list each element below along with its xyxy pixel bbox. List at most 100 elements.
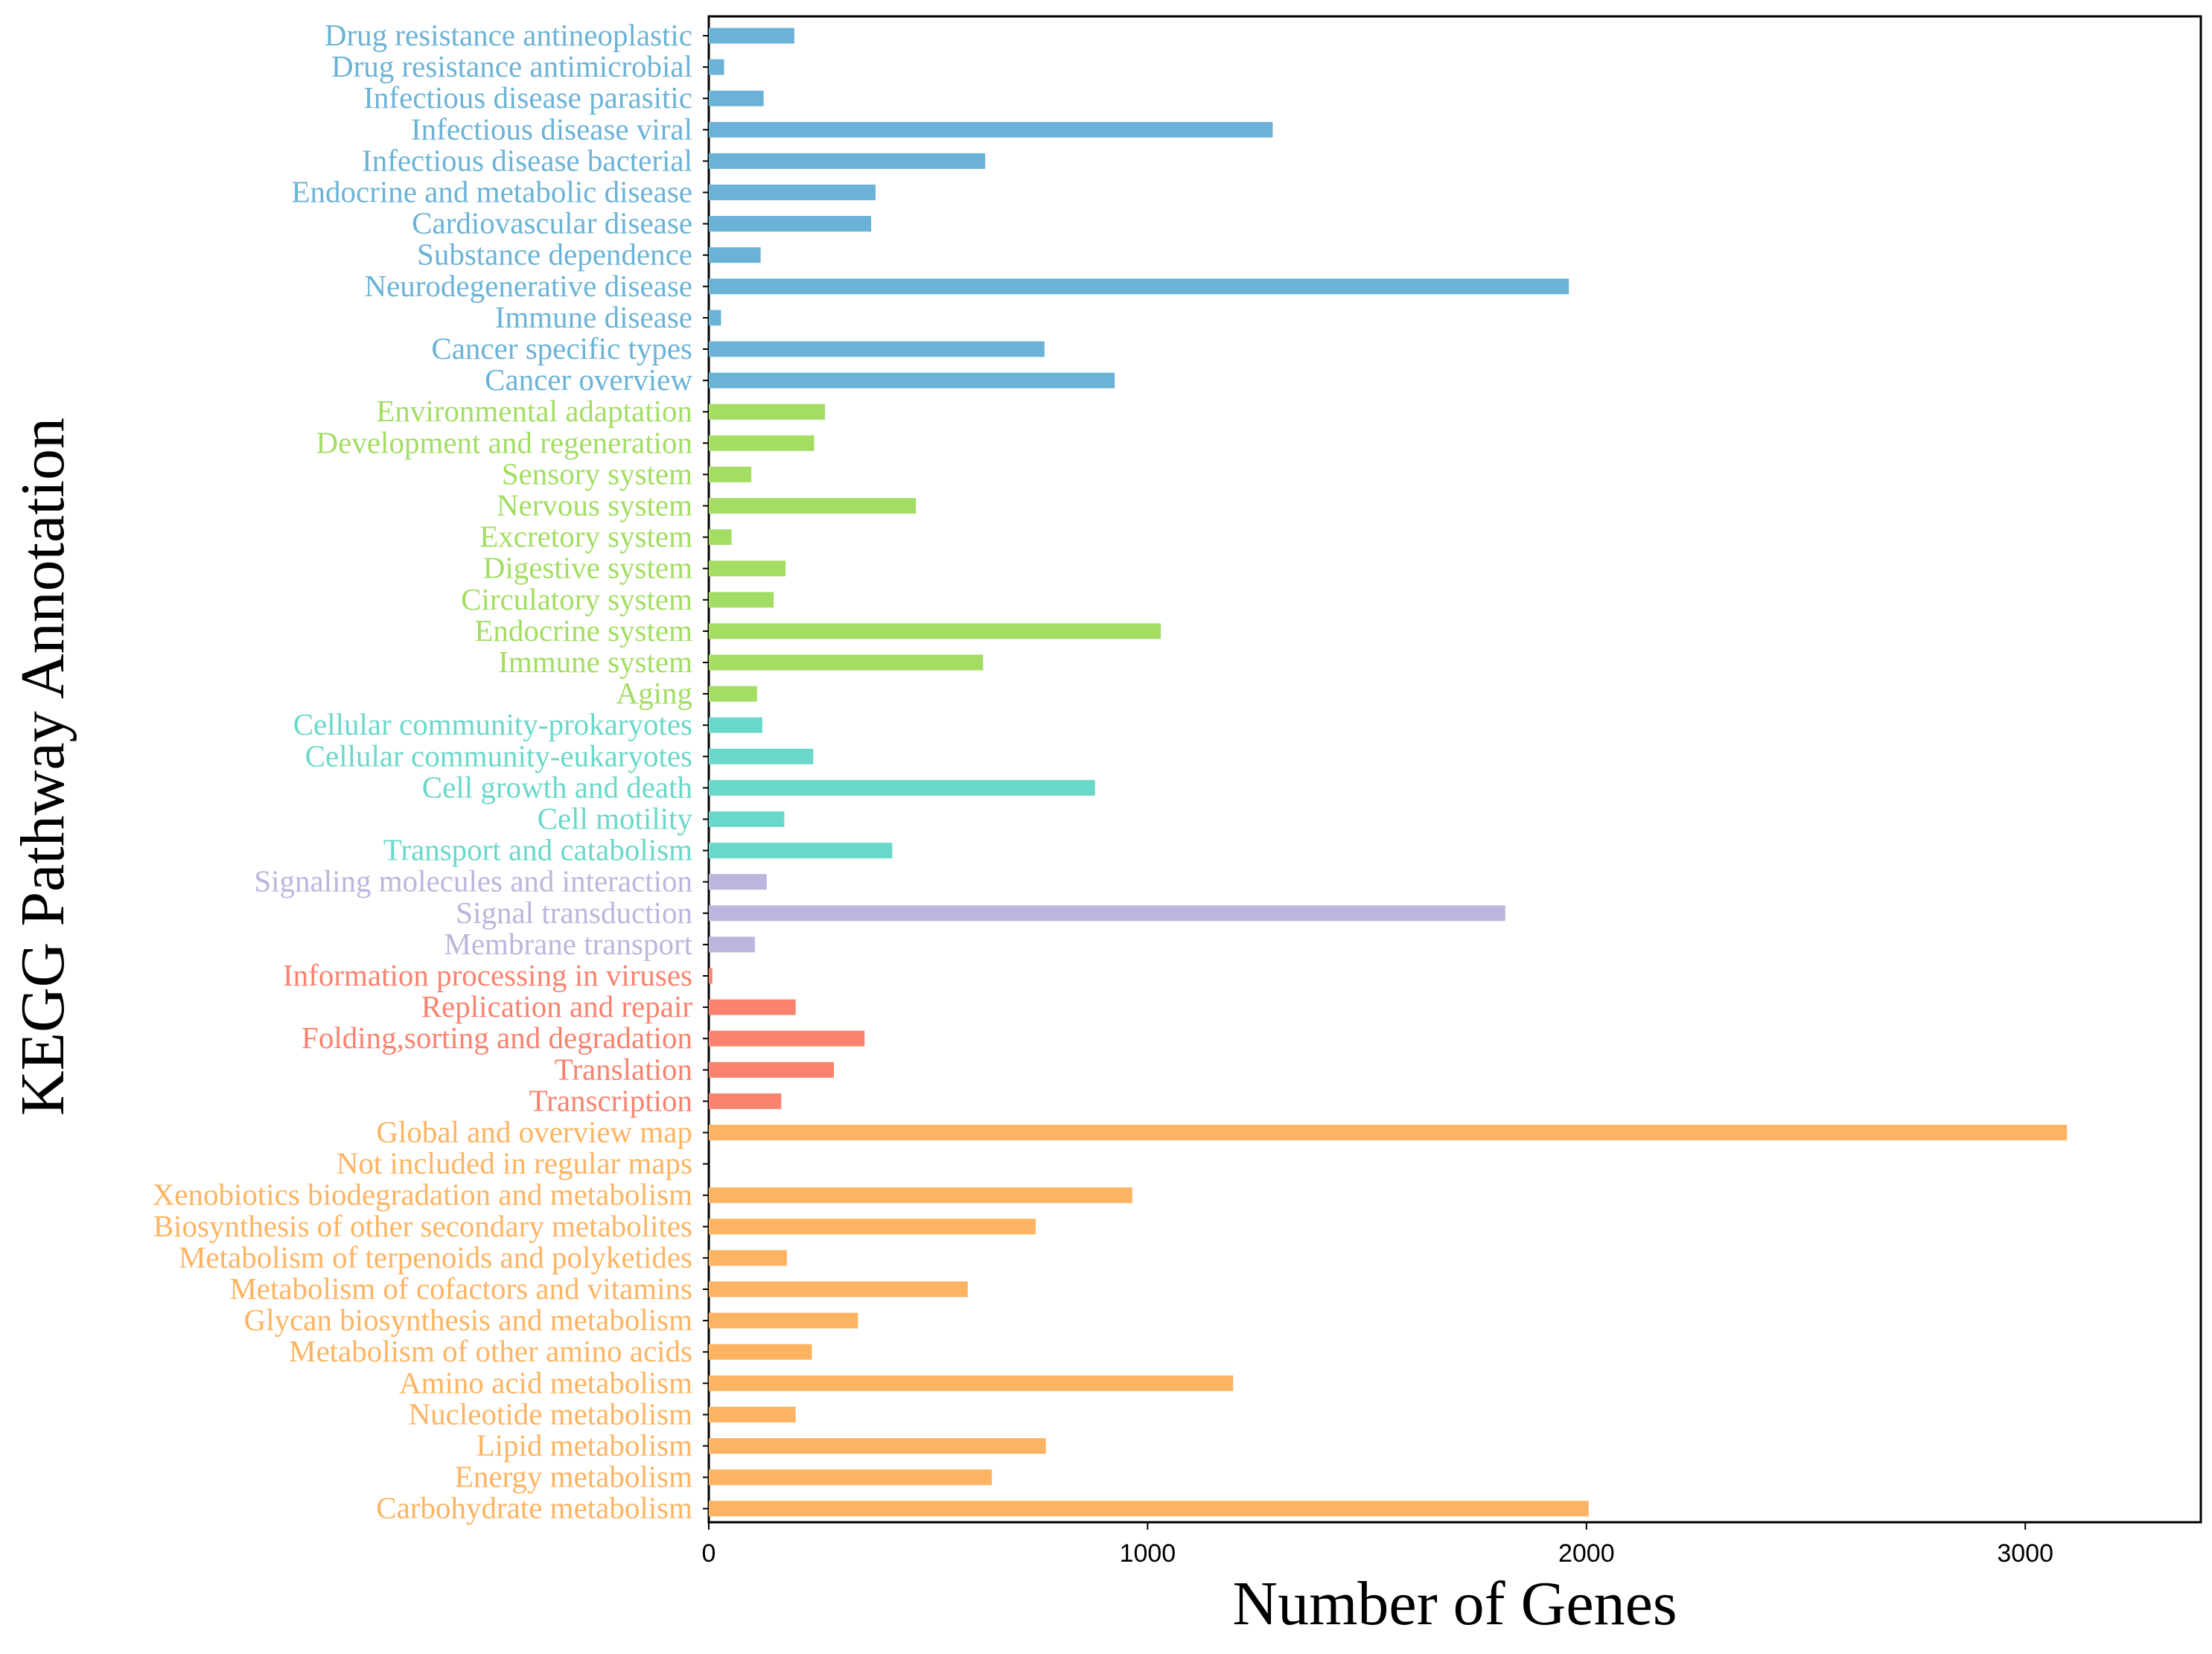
bar-amino-acid-metabolism (709, 1375, 1234, 1391)
category-label-nervous-system: Nervous system (497, 488, 692, 523)
bar-metabolism-of-terpenoids-and-polyketides (709, 1250, 787, 1266)
category-label-endocrine-and-metabolic-disease: Endocrine and metabolic disease (292, 175, 693, 209)
x-tick-label: 1000 (1120, 1539, 1176, 1568)
category-label-cancer-overview: Cancer overview (485, 363, 692, 397)
category-label-global-and-overview-map: Global and overview map (376, 1115, 692, 1149)
bar-metabolism-of-other-amino-acids (709, 1344, 812, 1360)
category-label-infectious-disease-bacterial: Infectious disease bacterial (362, 143, 692, 177)
category-label-environmental-adaptation: Environmental adaptation (376, 394, 692, 428)
x-tick-label: 2000 (1558, 1539, 1615, 1568)
category-label-amino-acid-metabolism: Amino acid metabolism (399, 1365, 692, 1399)
bar-transport-and-catabolism (709, 843, 893, 859)
bar-endocrine-system (709, 623, 1161, 639)
x-tick-label: 3000 (1997, 1539, 2053, 1568)
plot-frame (707, 15, 2202, 1524)
bar-energy-metabolism (709, 1469, 992, 1486)
category-label-drug-resistance-antineoplastic: Drug resistance antineoplastic (325, 18, 692, 52)
category-label-infectious-disease-viral: Infectious disease viral (411, 112, 692, 146)
bar-infectious-disease-parasitic (709, 90, 764, 106)
bars-group (703, 28, 2068, 1517)
bar-cancer-specific-types (709, 341, 1045, 357)
bar-transcription (709, 1093, 782, 1109)
category-label-cellular-community-prokaryotes: Cellular community-prokaryotes (293, 707, 692, 741)
bar-excretory-system (709, 529, 732, 546)
bar-development-and-regeneration (709, 435, 815, 451)
category-label-carbohydrate-metabolism: Carbohydrate metabolism (376, 1491, 692, 1525)
bar-drug-resistance-antineoplastic (709, 28, 794, 44)
bar-lipid-metabolism (709, 1438, 1046, 1454)
category-label-transcription: Transcription (529, 1083, 692, 1117)
bar-replication-and-repair (709, 999, 796, 1015)
x-axis-title: Number of Genes (1232, 1569, 1677, 1638)
bar-immune-system (709, 654, 984, 671)
bar-signaling-molecules-and-interaction (709, 874, 767, 890)
bar-cellular-community-eukaryotes (709, 748, 814, 764)
bar-cardiovascular-disease (709, 216, 872, 232)
category-label-immune-disease: Immune disease (495, 300, 692, 334)
bar-infectious-disease-bacterial (709, 153, 986, 169)
bar-cell-growth-and-death (709, 779, 1095, 796)
category-label-nucleotide-metabolism: Nucleotide metabolism (409, 1396, 693, 1431)
category-label-not-included-in-regular-maps: Not included in regular maps (337, 1146, 692, 1181)
bar-xenobiotics-biodegradation-and-metabolism (709, 1187, 1132, 1204)
bar-cellular-community-prokaryotes (709, 717, 762, 733)
category-label-neurodegenerative-disease: Neurodegenerative disease (364, 269, 692, 303)
bar-nucleotide-metabolism (709, 1406, 796, 1422)
category-label-infectious-disease-parasitic: Infectious disease parasitic (363, 80, 692, 115)
bar-membrane-transport (709, 936, 755, 953)
bar-cancer-overview (709, 372, 1115, 389)
category-label-digestive-system: Digestive system (483, 551, 692, 585)
bar-immune-disease (709, 310, 721, 326)
bar-drug-resistance-antimicrobial (709, 59, 724, 75)
category-label-energy-metabolism: Energy metabolism (455, 1460, 692, 1494)
bar-information-processing-in-viruses (709, 968, 713, 984)
bar-folding-sorting-and-degradation (709, 1030, 865, 1047)
category-label-metabolism-of-terpenoids-and-polyketides: Metabolism of terpenoids and polyketides (179, 1240, 692, 1274)
bar-aging (709, 686, 757, 702)
category-label-lipid-metabolism: Lipid metabolism (476, 1428, 692, 1463)
category-label-metabolism-of-cofactors-and-vitamins: Metabolism of cofactors and vitamins (229, 1271, 692, 1306)
bar-neurodegenerative-disease (709, 278, 1569, 295)
bar-nervous-system (709, 498, 917, 514)
bar-signal-transduction (709, 905, 1505, 922)
category-label-cellular-community-eukaryotes: Cellular community-eukaryotes (305, 738, 692, 773)
category-label-information-processing-in-viruses: Information processing in viruses (283, 958, 692, 992)
category-label-metabolism-of-other-amino-acids: Metabolism of other amino acids (289, 1334, 692, 1368)
x-tick-label: 0 (702, 1539, 716, 1568)
bar-sensory-system (709, 466, 752, 482)
category-label-signaling-molecules-and-interaction: Signaling molecules and interaction (254, 864, 692, 898)
category-label-biosynthesis-of-other-secondary-metabolites: Biosynthesis of other secondary metaboli… (153, 1209, 692, 1243)
bar-cell-motility (709, 811, 785, 827)
category-label-signal-transduction: Signal transduction (456, 895, 692, 930)
bar-global-and-overview-map (709, 1125, 2068, 1140)
category-label-aging: Aging (616, 676, 693, 710)
category-label-sensory-system: Sensory system (502, 456, 692, 491)
category-label-excretory-system: Excretory system (479, 520, 692, 554)
category-label-cell-motility: Cell motility (538, 802, 693, 836)
category-label-cell-growth-and-death: Cell growth and death (422, 770, 692, 804)
bar-biosynthesis-of-other-secondary-metabolites (709, 1219, 1036, 1235)
category-label-membrane-transport: Membrane transport (444, 927, 692, 961)
category-label-substance-dependence: Substance dependence (417, 237, 692, 272)
category-label-development-and-regeneration: Development and regeneration (316, 425, 692, 459)
bar-glycan-biosynthesis-and-metabolism (709, 1312, 858, 1329)
bar-carbohydrate-metabolism (709, 1501, 1589, 1517)
category-label-glycan-biosynthesis-and-metabolism: Glycan biosynthesis and metabolism (244, 1303, 692, 1337)
bar-translation (709, 1061, 834, 1078)
category-label-cancer-specific-types: Cancer specific types (431, 331, 692, 365)
category-label-cardiovascular-disease: Cardiovascular disease (412, 206, 692, 240)
category-label-translation: Translation (555, 1052, 692, 1086)
y-axis-title: KEGG Pathway Annotation (8, 418, 77, 1116)
category-label-xenobiotics-biodegradation-and-metabolism: Xenobiotics biodegradation and metabolis… (153, 1178, 692, 1212)
category-label-folding-sorting-and-degradation: Folding,sorting and degradation (302, 1021, 692, 1055)
bar-infectious-disease-viral (709, 121, 1273, 138)
category-label-circulatory-system: Circulatory system (461, 582, 692, 616)
category-label-immune-system: Immune system (498, 645, 692, 679)
category-label-endocrine-system: Endocrine system (474, 613, 692, 648)
category-label-replication-and-repair: Replication and repair (421, 989, 693, 1024)
bar-endocrine-and-metabolic-disease (709, 185, 876, 200)
bar-environmental-adaptation (709, 403, 826, 420)
category-label-transport-and-catabolism: Transport and catabolism (383, 833, 692, 867)
